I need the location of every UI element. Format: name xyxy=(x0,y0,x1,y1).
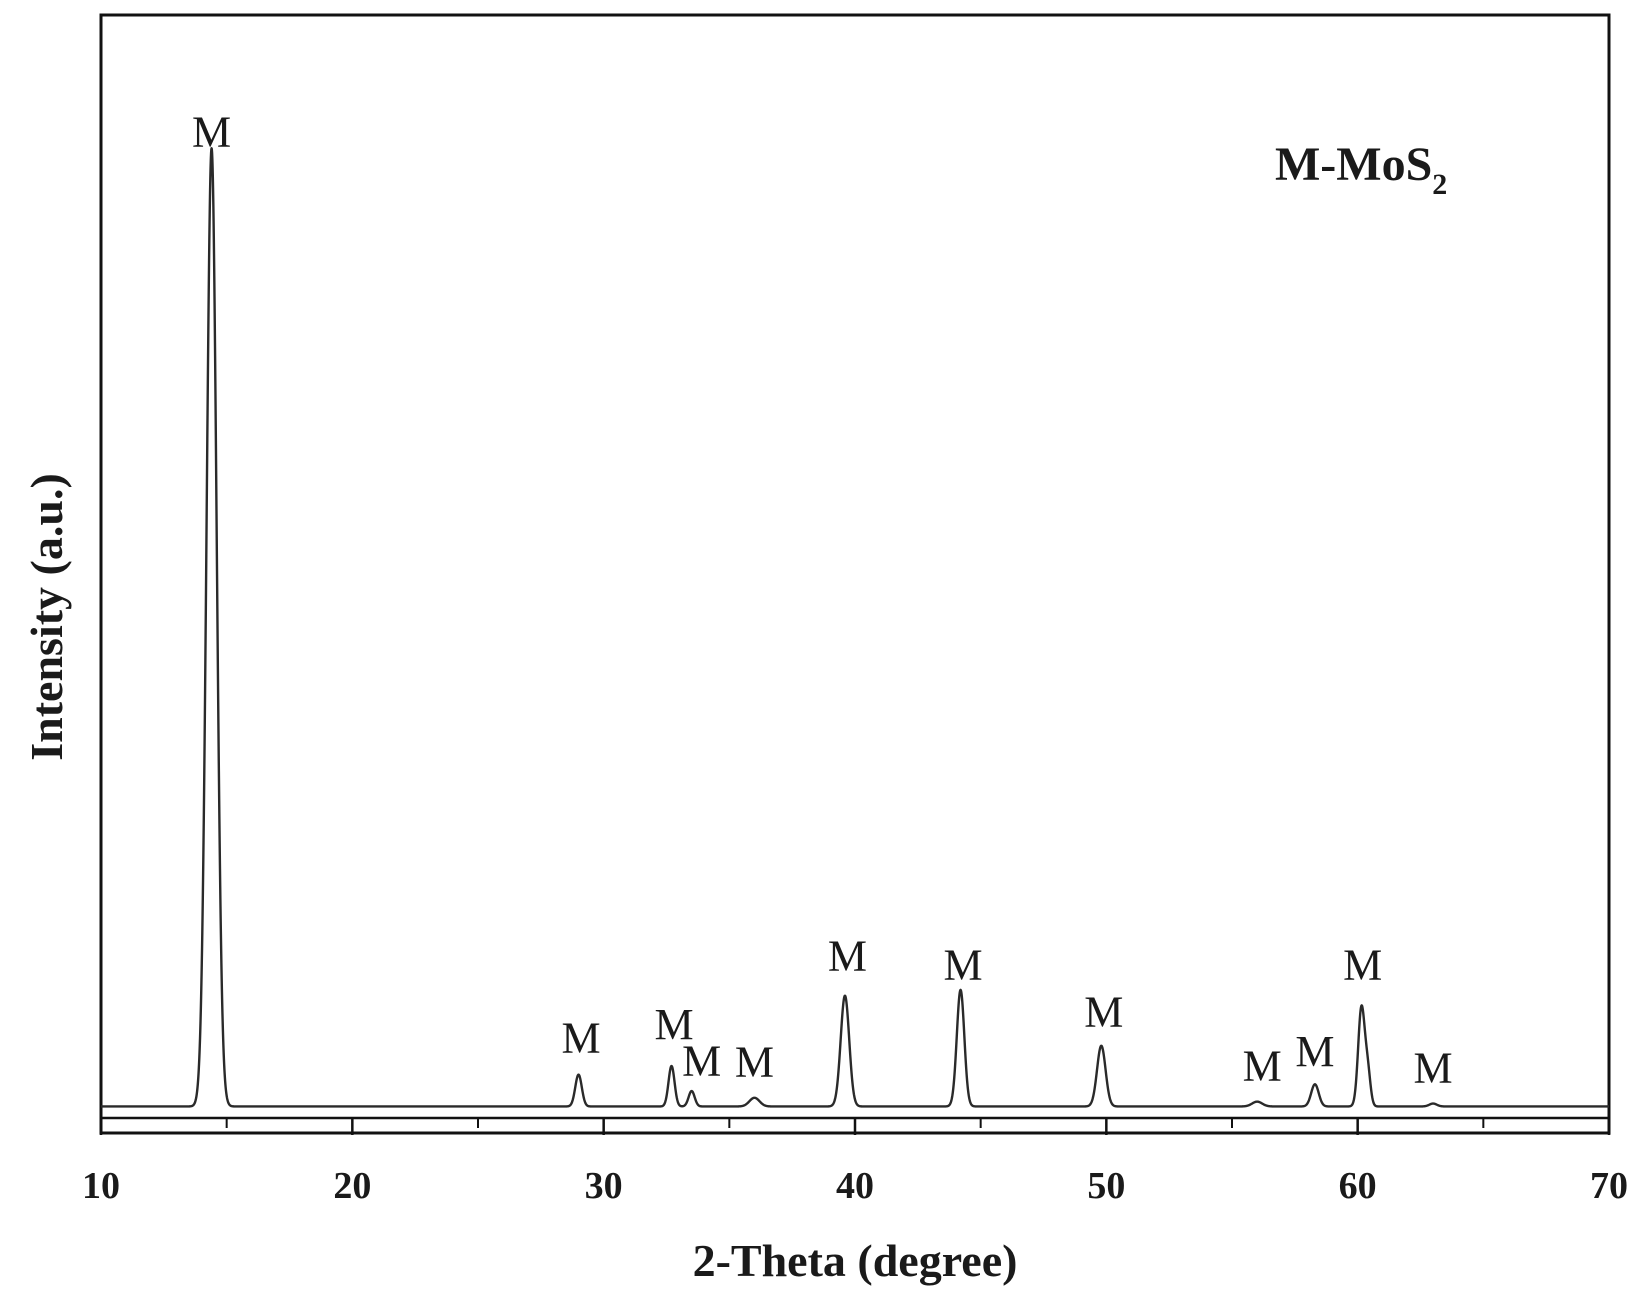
legend-label-subscript: 2 xyxy=(1432,168,1447,201)
x-tick-label: 30 xyxy=(585,1165,623,1207)
peak-label: M xyxy=(1343,940,1382,989)
peak-label: M xyxy=(1414,1043,1453,1092)
peak-label: M xyxy=(1295,1027,1334,1076)
x-tick-label: 20 xyxy=(333,1165,371,1207)
peak-label: M xyxy=(682,1037,721,1086)
peak-label: M xyxy=(944,940,983,989)
x-ticks: 10 20 30 40 50 60 70 xyxy=(82,1119,1628,1207)
x-tick-label: 50 xyxy=(1087,1165,1125,1207)
peak-label: M xyxy=(1243,1041,1282,1090)
peak-label: M xyxy=(1084,988,1123,1037)
peak-label: M xyxy=(561,1014,600,1063)
y-axis-title: Intensity (a.u.) xyxy=(21,473,72,761)
peak-label: M xyxy=(654,1000,693,1049)
x-tick-label: 40 xyxy=(836,1165,874,1207)
x-axis-title: 2-Theta (degree) xyxy=(693,1235,1018,1286)
legend-label: M-MoS2 xyxy=(1275,138,1447,201)
peak-label: M xyxy=(735,1038,774,1087)
peak-label: M xyxy=(192,107,231,156)
x-tick-label: 70 xyxy=(1590,1165,1628,1207)
x-tick-label: 10 xyxy=(82,1165,120,1207)
peak-label: M xyxy=(828,932,867,981)
x-tick-label: 60 xyxy=(1339,1165,1377,1207)
legend-label-main: M-MoS xyxy=(1275,138,1432,191)
series-line xyxy=(100,147,1610,1108)
peak-labels: MM MM MM MMM MMM xyxy=(192,107,1453,1092)
